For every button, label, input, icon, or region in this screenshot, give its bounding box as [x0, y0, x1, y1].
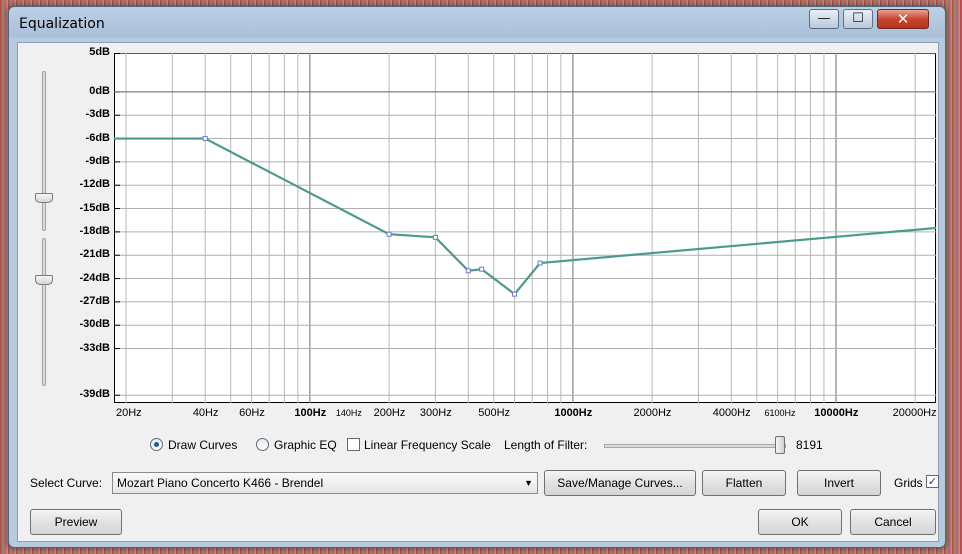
- eq-curve-point: [465, 268, 471, 274]
- x-axis-label: 500Hz: [478, 407, 511, 419]
- draw-curves-label[interactable]: Draw Curves: [168, 438, 238, 452]
- select-curve-value: Mozart Piano Concerto K466 - Brendel: [117, 476, 324, 490]
- y-axis-label: 5dB: [89, 46, 110, 58]
- equalization-window: Equalization — ☐ ✕ 5dB 0dB -3dB -6dB -9dB -12…: [8, 6, 946, 548]
- x-axis-label: 1000Hz: [554, 407, 593, 419]
- eq-curve-point: [512, 291, 518, 297]
- eq-curve-plot[interactable]: [114, 53, 936, 403]
- x-axis-label: 20Hz: [116, 407, 142, 419]
- x-axis-label: 140Hz: [335, 408, 362, 418]
- y-axis-label: -12dB: [79, 178, 110, 191]
- x-axis-label: 10000Hz: [814, 407, 859, 419]
- y-axis-label: -21dB: [79, 248, 110, 261]
- select-curve-label: Select Curve:: [30, 476, 103, 490]
- linear-frequency-label[interactable]: Linear Frequency Scale: [364, 438, 491, 452]
- invert-button[interactable]: Invert: [797, 470, 881, 496]
- linear-frequency-checkbox[interactable]: [347, 438, 360, 451]
- graphic-eq-label[interactable]: Graphic EQ: [274, 438, 337, 452]
- title-bar[interactable]: Equalization — ☐ ✕: [9, 7, 945, 41]
- db-range-slider-lower-track[interactable]: [42, 238, 46, 386]
- close-button[interactable]: ✕: [877, 9, 929, 29]
- dialog-client: 5dB 0dB -3dB -6dB -9dB -12dB -15dB -18dB -21dB -2…: [17, 42, 939, 542]
- y-axis-label: -9dB: [85, 154, 110, 167]
- preview-button[interactable]: Preview: [30, 509, 122, 535]
- eq-curve-point: [386, 231, 392, 237]
- filter-length-slider-track[interactable]: [604, 444, 786, 448]
- eq-curve-point: [202, 136, 208, 142]
- y-axis-label: -6dB: [85, 131, 110, 144]
- db-range-slider-upper-thumb[interactable]: [35, 193, 53, 203]
- y-axis-label: -30dB: [79, 318, 110, 331]
- maximize-button[interactable]: ☐: [843, 9, 873, 29]
- draw-curves-radio[interactable]: [150, 438, 163, 451]
- x-axis-label: 200Hz: [373, 407, 406, 419]
- grids-checkbox[interactable]: ✓: [926, 475, 939, 488]
- x-axis-label: 2000Hz: [633, 407, 672, 419]
- y-axis-label: -27dB: [79, 294, 110, 307]
- x-axis-label: 300Hz: [419, 407, 452, 419]
- cancel-button[interactable]: Cancel: [850, 509, 936, 535]
- y-axis-label: -24dB: [79, 271, 110, 284]
- minimize-button[interactable]: —: [809, 9, 839, 29]
- plot-background: [114, 53, 936, 403]
- save-manage-curves-button[interactable]: Save/Manage Curves...: [544, 470, 696, 496]
- eq-curve-point: [432, 234, 438, 240]
- y-axis-label: -39dB: [79, 388, 110, 401]
- y-axis-label: -15dB: [79, 201, 110, 214]
- grids-label[interactable]: Grids: [894, 476, 923, 490]
- x-axis-label: 100Hz: [294, 407, 327, 419]
- filter-length-slider-thumb[interactable]: [775, 436, 785, 454]
- y-axis-label: -33dB: [79, 341, 110, 354]
- window-title: Equalization: [19, 16, 105, 32]
- x-axis-label: 60Hz: [239, 407, 265, 419]
- flatten-button[interactable]: Flatten: [702, 470, 786, 496]
- y-axis-label: 0dB: [89, 84, 110, 97]
- eq-curve-point: [479, 266, 485, 272]
- db-range-slider-upper-track[interactable]: [42, 71, 46, 231]
- db-range-slider-lower-thumb[interactable]: [35, 275, 53, 285]
- filter-length-label: Length of Filter:: [504, 438, 588, 452]
- y-axis-label: -18dB: [79, 224, 110, 237]
- x-axis-label: 40Hz: [192, 407, 219, 419]
- ok-button[interactable]: OK: [758, 509, 842, 535]
- filter-length-value: 8191: [796, 438, 823, 452]
- eq-curve-point: [537, 260, 543, 266]
- x-axis-label: 20000Hz: [892, 407, 937, 419]
- graphic-eq-radio[interactable]: [256, 438, 269, 451]
- x-axis-label: 4000Hz: [712, 407, 751, 419]
- y-axis-label: -3dB: [85, 108, 110, 121]
- x-axis-label: 6100Hz: [764, 408, 796, 418]
- chevron-down-icon: ▼: [524, 478, 533, 488]
- select-curve-dropdown[interactable]: Mozart Piano Concerto K466 - Brendel ▼: [112, 472, 538, 494]
